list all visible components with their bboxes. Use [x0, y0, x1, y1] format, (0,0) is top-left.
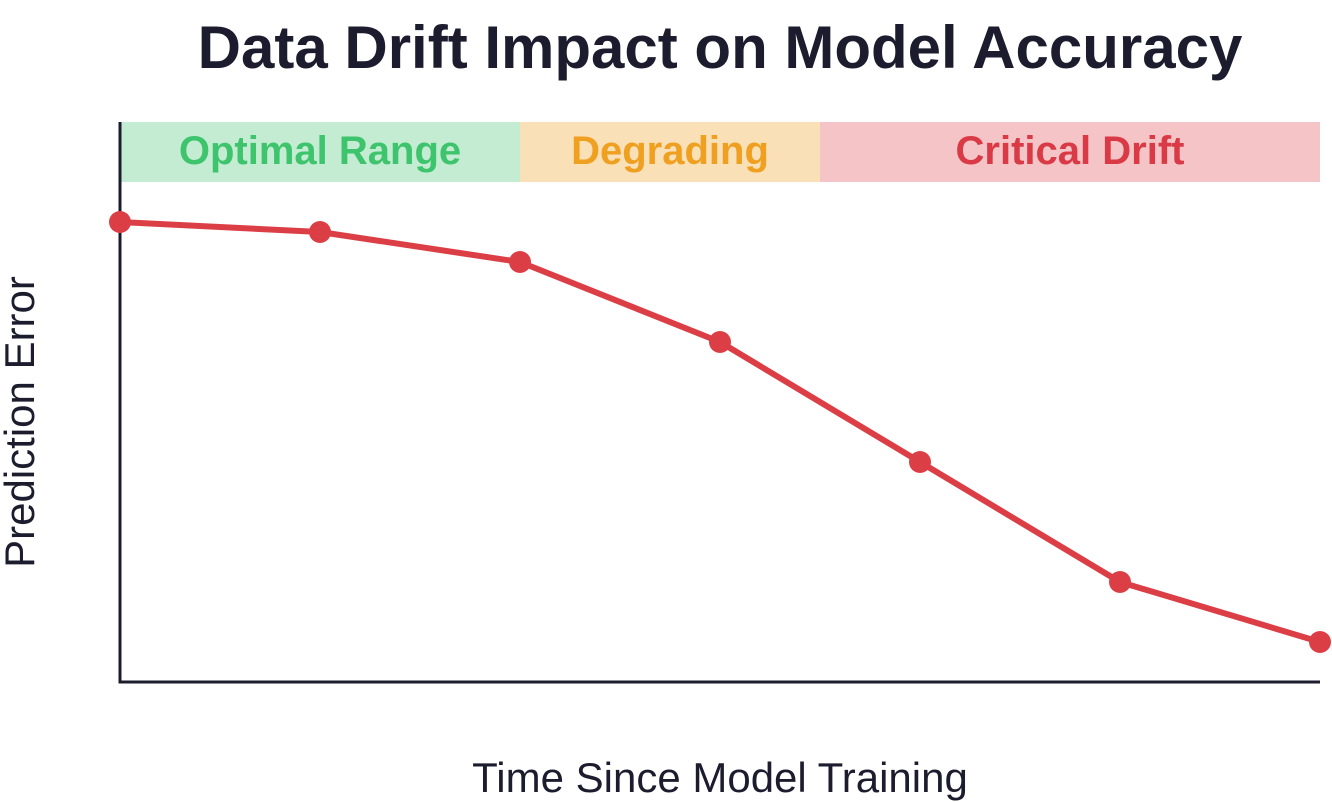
data-point-1: [309, 221, 331, 243]
data-point-2: [509, 251, 531, 273]
series-layer: [109, 211, 1331, 653]
zone-label-critical-drift: Critical Drift: [956, 129, 1185, 173]
zone-label-degrading: Degrading: [571, 129, 769, 173]
data-point-6: [1309, 631, 1331, 653]
series-line: [117, 219, 1323, 645]
data-point-5: [1109, 571, 1131, 593]
zone-band-optimal-range: [120, 122, 520, 182]
x-axis-label: Time Since Model Training: [472, 754, 968, 801]
chart-title: Data Drift Impact on Model Accuracy: [197, 14, 1243, 81]
y-axis-label: Prediction Error: [0, 276, 43, 568]
data-point-0: [109, 211, 131, 233]
zone-bands: Optimal Range Degrading Critical Drift: [120, 122, 1320, 182]
zone-band-critical-drift: [820, 122, 1320, 182]
data-point-4: [909, 451, 931, 473]
zone-band-degrading: [520, 122, 820, 182]
data-point-3: [709, 331, 731, 353]
zone-label-optimal-range: Optimal Range: [179, 129, 461, 173]
